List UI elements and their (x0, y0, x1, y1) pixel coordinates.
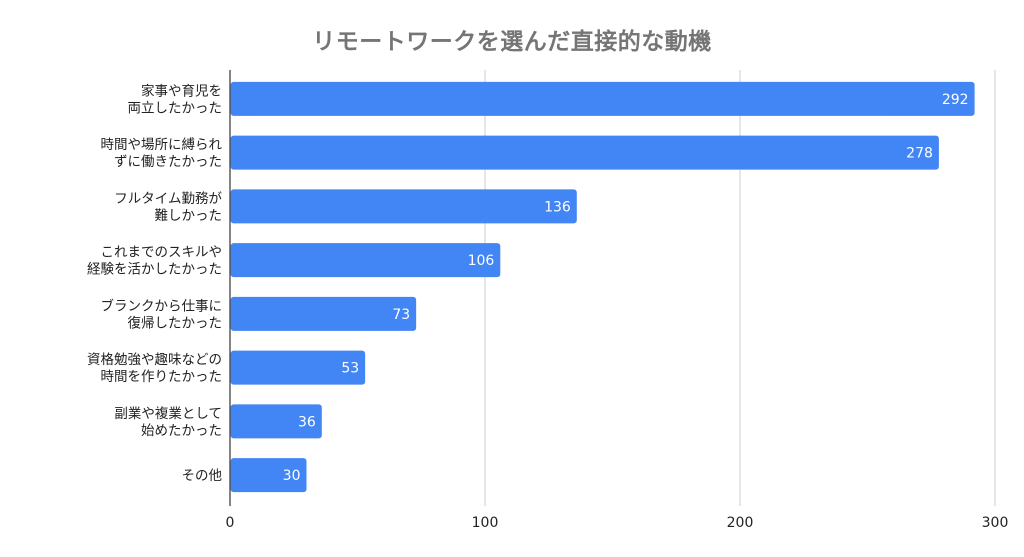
bar (230, 135, 939, 170)
category-label: その他 (182, 468, 223, 484)
category-label: 時間や場所に縛られずに働きたかった (101, 136, 223, 170)
bars (230, 81, 975, 493)
bar-value-label: 53 (341, 361, 359, 377)
category-label: これまでのスキルや経験を活かしたかった (87, 245, 222, 278)
chart-title: リモートワークを選んだ直接的な動機 (312, 29, 712, 55)
category-label: 家事や育児を両立したかった (128, 82, 223, 116)
bar (230, 458, 307, 493)
category-label: 副業や複業として始めたかった (114, 405, 222, 439)
bar (230, 296, 417, 331)
x-tick-label: 200 (727, 515, 754, 531)
category-label: 資格勉強や趣味などの時間を作りたかった (87, 352, 222, 385)
x-tick-label: 0 (226, 515, 235, 531)
bar-value-label: 136 (544, 199, 571, 215)
x-tick-label: 300 (982, 515, 1009, 531)
labels: 0 100 200 300 292 家事や育児を両立したかった 278 時間や場所に縛られずに… (87, 82, 1008, 531)
bar (230, 243, 501, 278)
bar-value-label: 278 (906, 146, 933, 162)
bar-value-label: 73 (392, 307, 410, 323)
bar-value-label: 30 (283, 468, 301, 484)
bar-value-label: 106 (468, 253, 495, 269)
bar (230, 404, 322, 439)
bar (230, 189, 577, 224)
bar (230, 350, 366, 385)
gridlines (484, 70, 996, 506)
bar-value-label: 292 (942, 92, 969, 108)
category-label: フルタイム勤務が難しかった (114, 191, 222, 224)
bar (230, 81, 975, 116)
x-tick-label: 100 (472, 515, 499, 531)
bar-value-label: 36 (298, 414, 316, 430)
category-label: ブランクから仕事に復帰したかった (101, 297, 223, 331)
